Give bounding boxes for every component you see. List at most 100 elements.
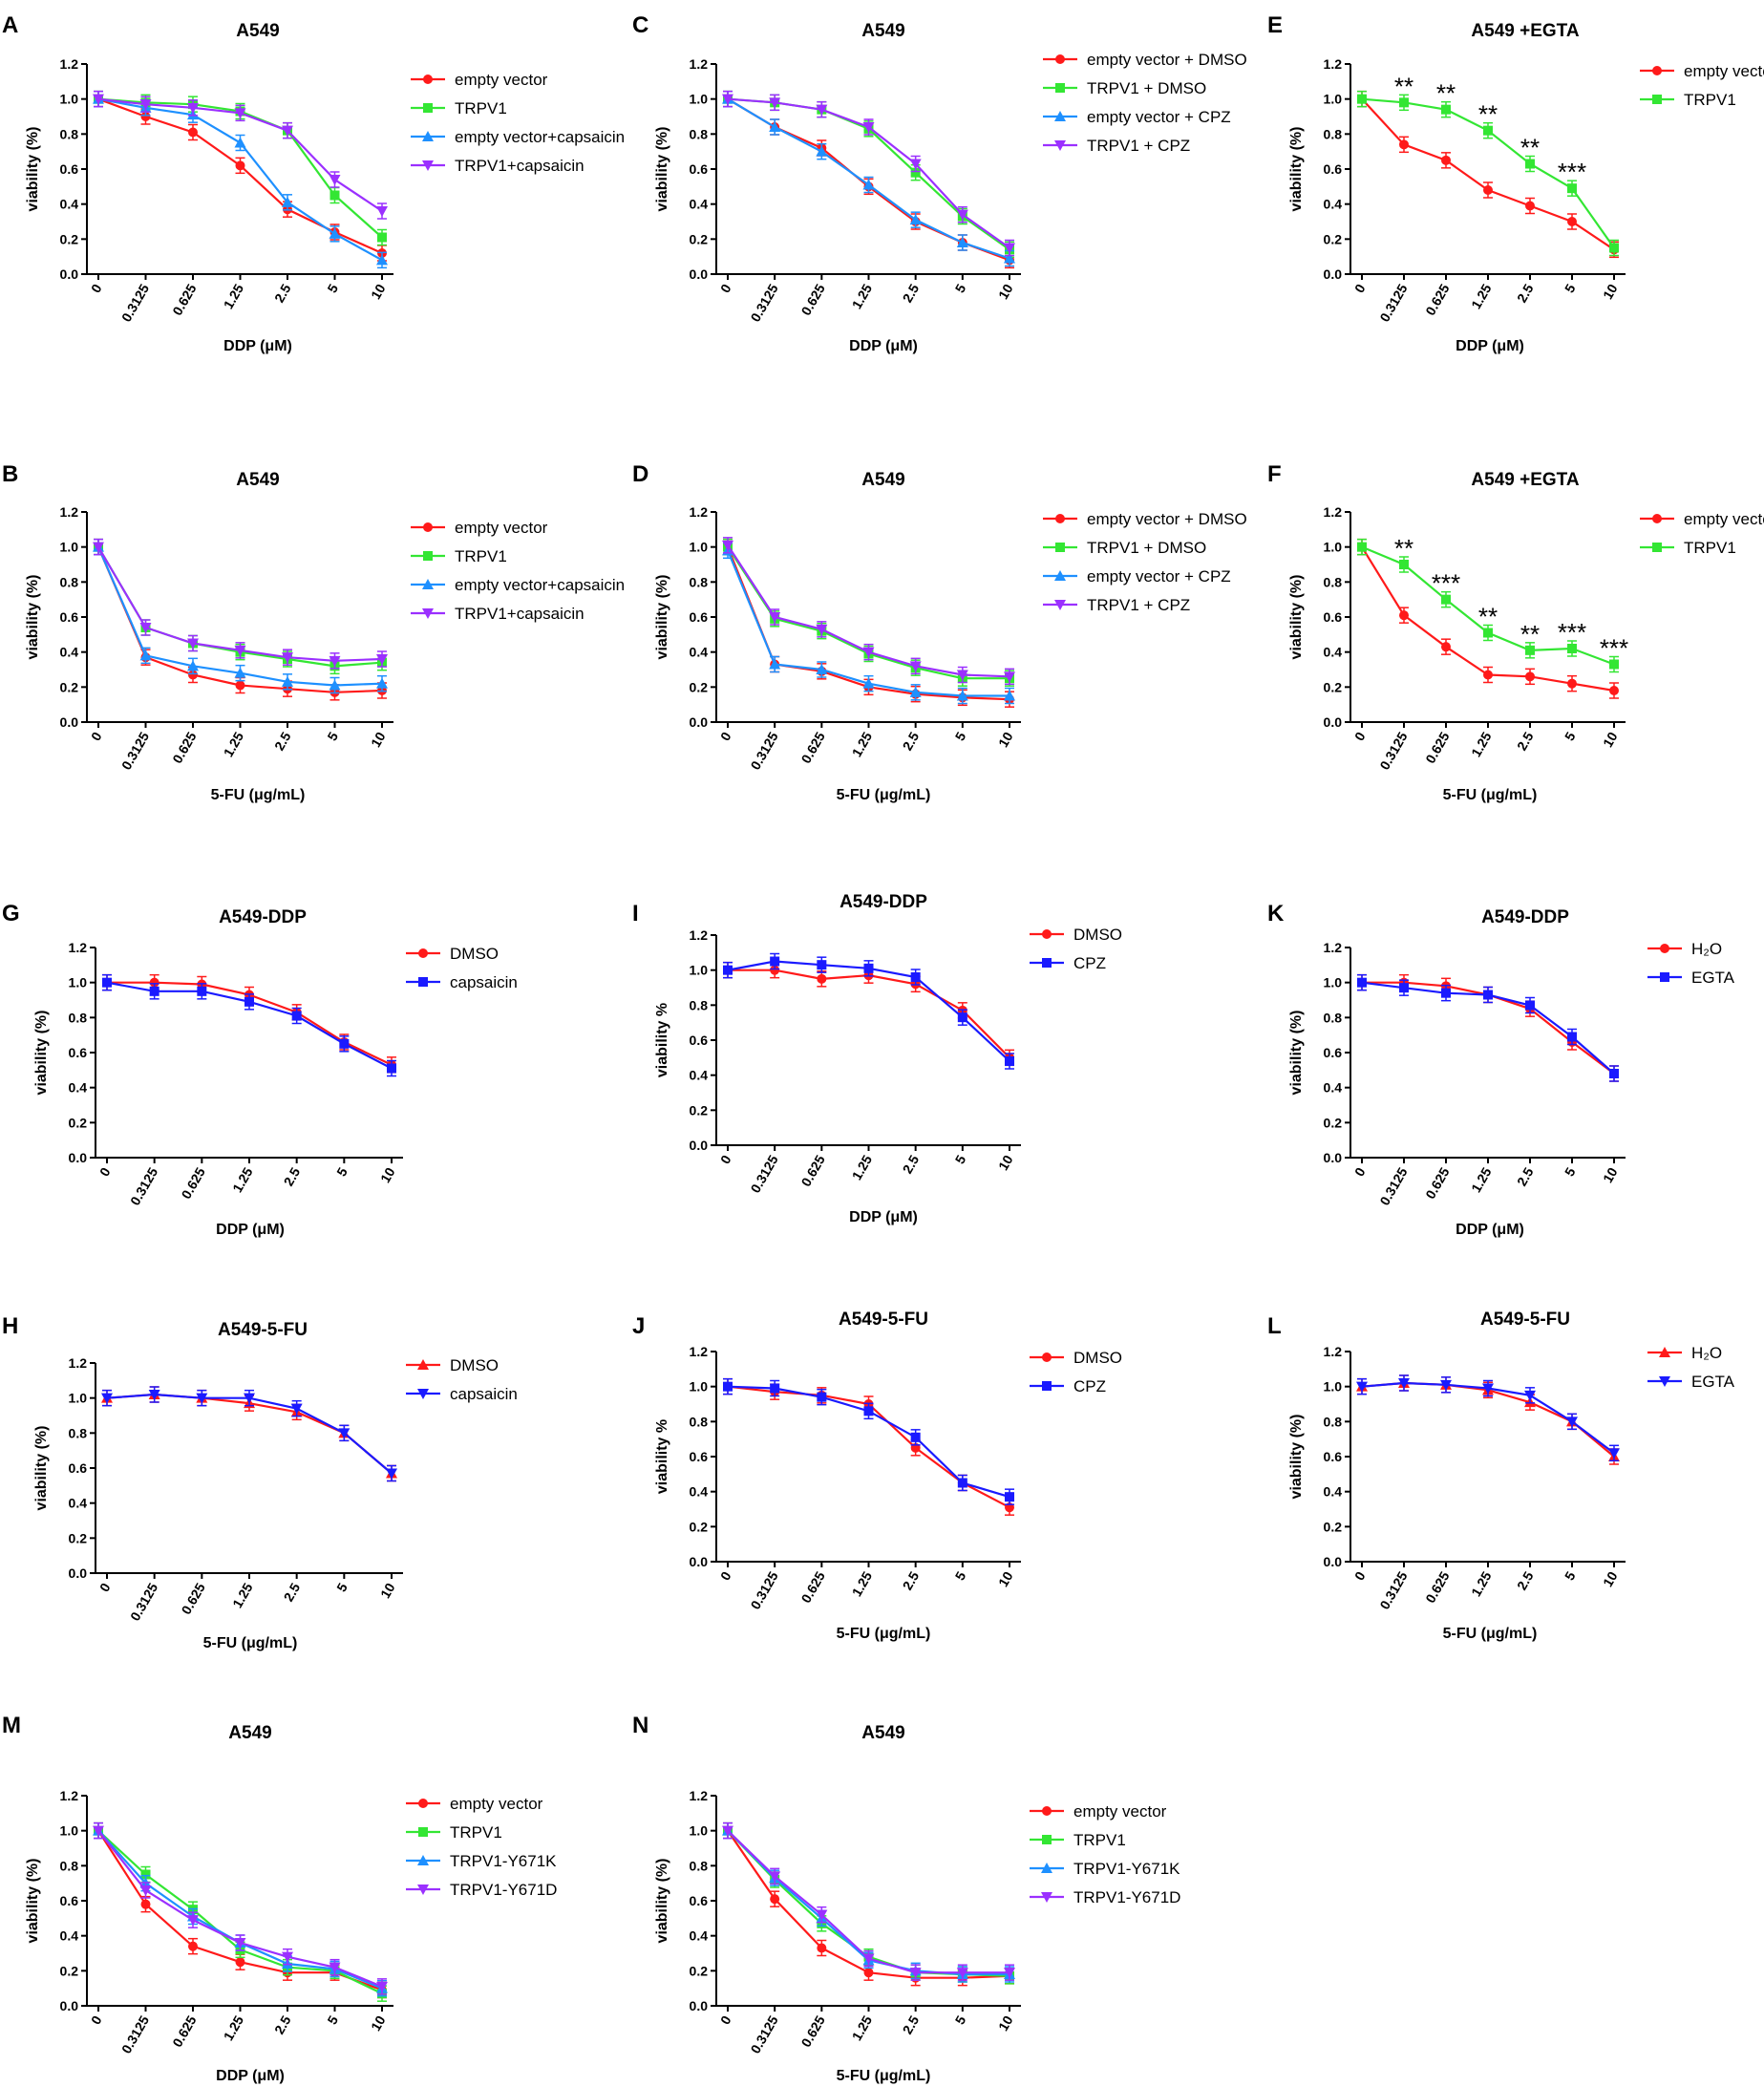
y-tick-label: 0.0 — [1324, 1150, 1343, 1165]
x-tick-label: 2.5 — [900, 1152, 923, 1176]
data-point — [769, 612, 781, 623]
data-point — [1609, 1069, 1619, 1078]
legend-label: empty vector + CPZ — [1087, 108, 1231, 126]
y-tick-label: 1.2 — [60, 1788, 79, 1803]
y-tick-label: 0.8 — [69, 1425, 88, 1440]
series-line — [97, 97, 383, 262]
x-axis-label: DDP (μM) — [1456, 338, 1524, 354]
data-point — [1441, 642, 1451, 652]
legend-label: TRPV1+capsaicin — [455, 157, 584, 175]
data-point — [817, 1943, 827, 1953]
legend-label: EGTA — [1691, 1373, 1735, 1391]
y-tick-label: 0.4 — [690, 1068, 709, 1083]
x-tick-label: 2.5 — [281, 1164, 304, 1188]
x-tick-label: 1.25 — [221, 281, 247, 311]
data-point — [1399, 983, 1409, 993]
y-tick-label: 1.0 — [69, 1391, 88, 1406]
y-tick-label: 1.2 — [69, 1355, 88, 1371]
x-tick-label: 10 — [1600, 729, 1621, 750]
x-tick-label: 0.3125 — [118, 281, 152, 324]
data-point — [1483, 125, 1493, 136]
data-point — [376, 254, 388, 266]
y-tick-label: 0.2 — [69, 1530, 88, 1545]
chart-title: A549 — [236, 21, 279, 41]
data-point — [376, 654, 388, 665]
legend-label: empty vector + DMSO — [1087, 510, 1247, 528]
y-tick-label: 0.8 — [690, 1858, 709, 1873]
significance-label: ** — [1520, 620, 1540, 649]
data-point — [376, 677, 388, 689]
legend-marker — [1055, 514, 1065, 523]
data-point — [234, 1938, 246, 1949]
x-tick-label: 0.3125 — [127, 1580, 160, 1623]
y-tick-label: 0.6 — [690, 1893, 709, 1908]
legend-label: empty vector — [1684, 510, 1764, 528]
data-point — [862, 647, 875, 658]
data-point — [188, 127, 198, 138]
data-point — [862, 1953, 875, 1965]
panel-label: K — [1267, 901, 1285, 926]
y-axis-label: viability (%) — [1288, 1011, 1305, 1096]
x-tick-label: 0.625 — [798, 1152, 828, 1189]
data-point — [1399, 560, 1409, 569]
y-tick-label: 1.0 — [690, 963, 709, 978]
legend-marker — [1660, 972, 1669, 982]
x-tick-label: 0.625 — [169, 2012, 199, 2050]
data-point — [188, 1941, 198, 1951]
data-point — [235, 160, 245, 171]
x-tick-label: 5 — [324, 2012, 341, 2027]
y-tick-label: 0.8 — [1324, 126, 1343, 141]
panel-a: A A549 0.0 0.2 0.4 0.6 0.8 1.0 1.2 0 0.3125 0.625 1.… — [2, 12, 625, 354]
y-tick-label: 0.4 — [69, 1496, 88, 1511]
y-tick-label: 1.0 — [60, 1823, 79, 1839]
legend-label: TRPV1 — [1684, 539, 1736, 557]
data-point — [722, 540, 733, 551]
legend-label: TRPV1-Y671D — [450, 1881, 557, 1899]
chart-title: A549 +EGTA — [1471, 470, 1579, 490]
x-tick-label: 1.25 — [229, 1580, 256, 1610]
data-point — [386, 1468, 397, 1480]
data-point — [909, 661, 922, 672]
panel-f: F A549 +EGTA 0.0 0.2 0.4 0.6 0.8 1.0 1.2 0 0.3125 0… — [1267, 461, 1764, 803]
chart-title: A549 — [861, 21, 904, 41]
data-point — [235, 680, 245, 691]
data-point — [387, 1063, 396, 1074]
data-point — [187, 102, 199, 114]
x-tick-label: 10 — [377, 1164, 398, 1185]
panel-label: L — [1267, 1313, 1282, 1339]
significance-label: *** — [1558, 158, 1586, 186]
y-tick-label: 0.4 — [60, 1928, 79, 1944]
legend-label: empty vector — [450, 1795, 543, 1813]
legend-label: H₂O — [1691, 940, 1722, 958]
legend-marker — [417, 1855, 429, 1865]
x-tick-label: 0.625 — [1422, 1164, 1452, 1202]
data-point — [1357, 542, 1367, 552]
x-tick-label: 5 — [1562, 1164, 1579, 1179]
x-tick-label: 0.3125 — [127, 1164, 160, 1207]
x-tick-label: 0.625 — [169, 729, 199, 766]
y-tick-label: 0.6 — [690, 609, 709, 625]
legend-marker — [1042, 1352, 1052, 1362]
data-point — [282, 675, 293, 687]
data-point — [722, 94, 733, 105]
x-tick-label: 0.3125 — [118, 2012, 152, 2055]
data-point — [723, 965, 733, 975]
x-tick-label: 0 — [88, 729, 105, 743]
x-axis-label: DDP (μM) — [216, 1222, 285, 1238]
x-axis-label: 5-FU (μg/mL) — [837, 787, 931, 803]
x-tick-label: 1.25 — [1468, 1568, 1495, 1599]
data-point — [1524, 1390, 1536, 1401]
y-axis-label: viability % — [654, 1419, 670, 1494]
data-point — [817, 1392, 827, 1402]
x-tick-label: 0.625 — [179, 1580, 208, 1617]
data-point — [1609, 659, 1619, 670]
x-tick-label: 0 — [717, 2012, 734, 2027]
data-point — [1440, 1379, 1452, 1391]
x-tick-label: 10 — [995, 1568, 1016, 1589]
legend-marker — [422, 160, 434, 171]
y-tick-label: 0.6 — [1324, 609, 1343, 625]
significance-label: ** — [1394, 72, 1413, 100]
data-point — [1004, 252, 1015, 264]
x-tick-label: 2.5 — [1514, 1164, 1537, 1188]
data-point — [1399, 610, 1409, 621]
